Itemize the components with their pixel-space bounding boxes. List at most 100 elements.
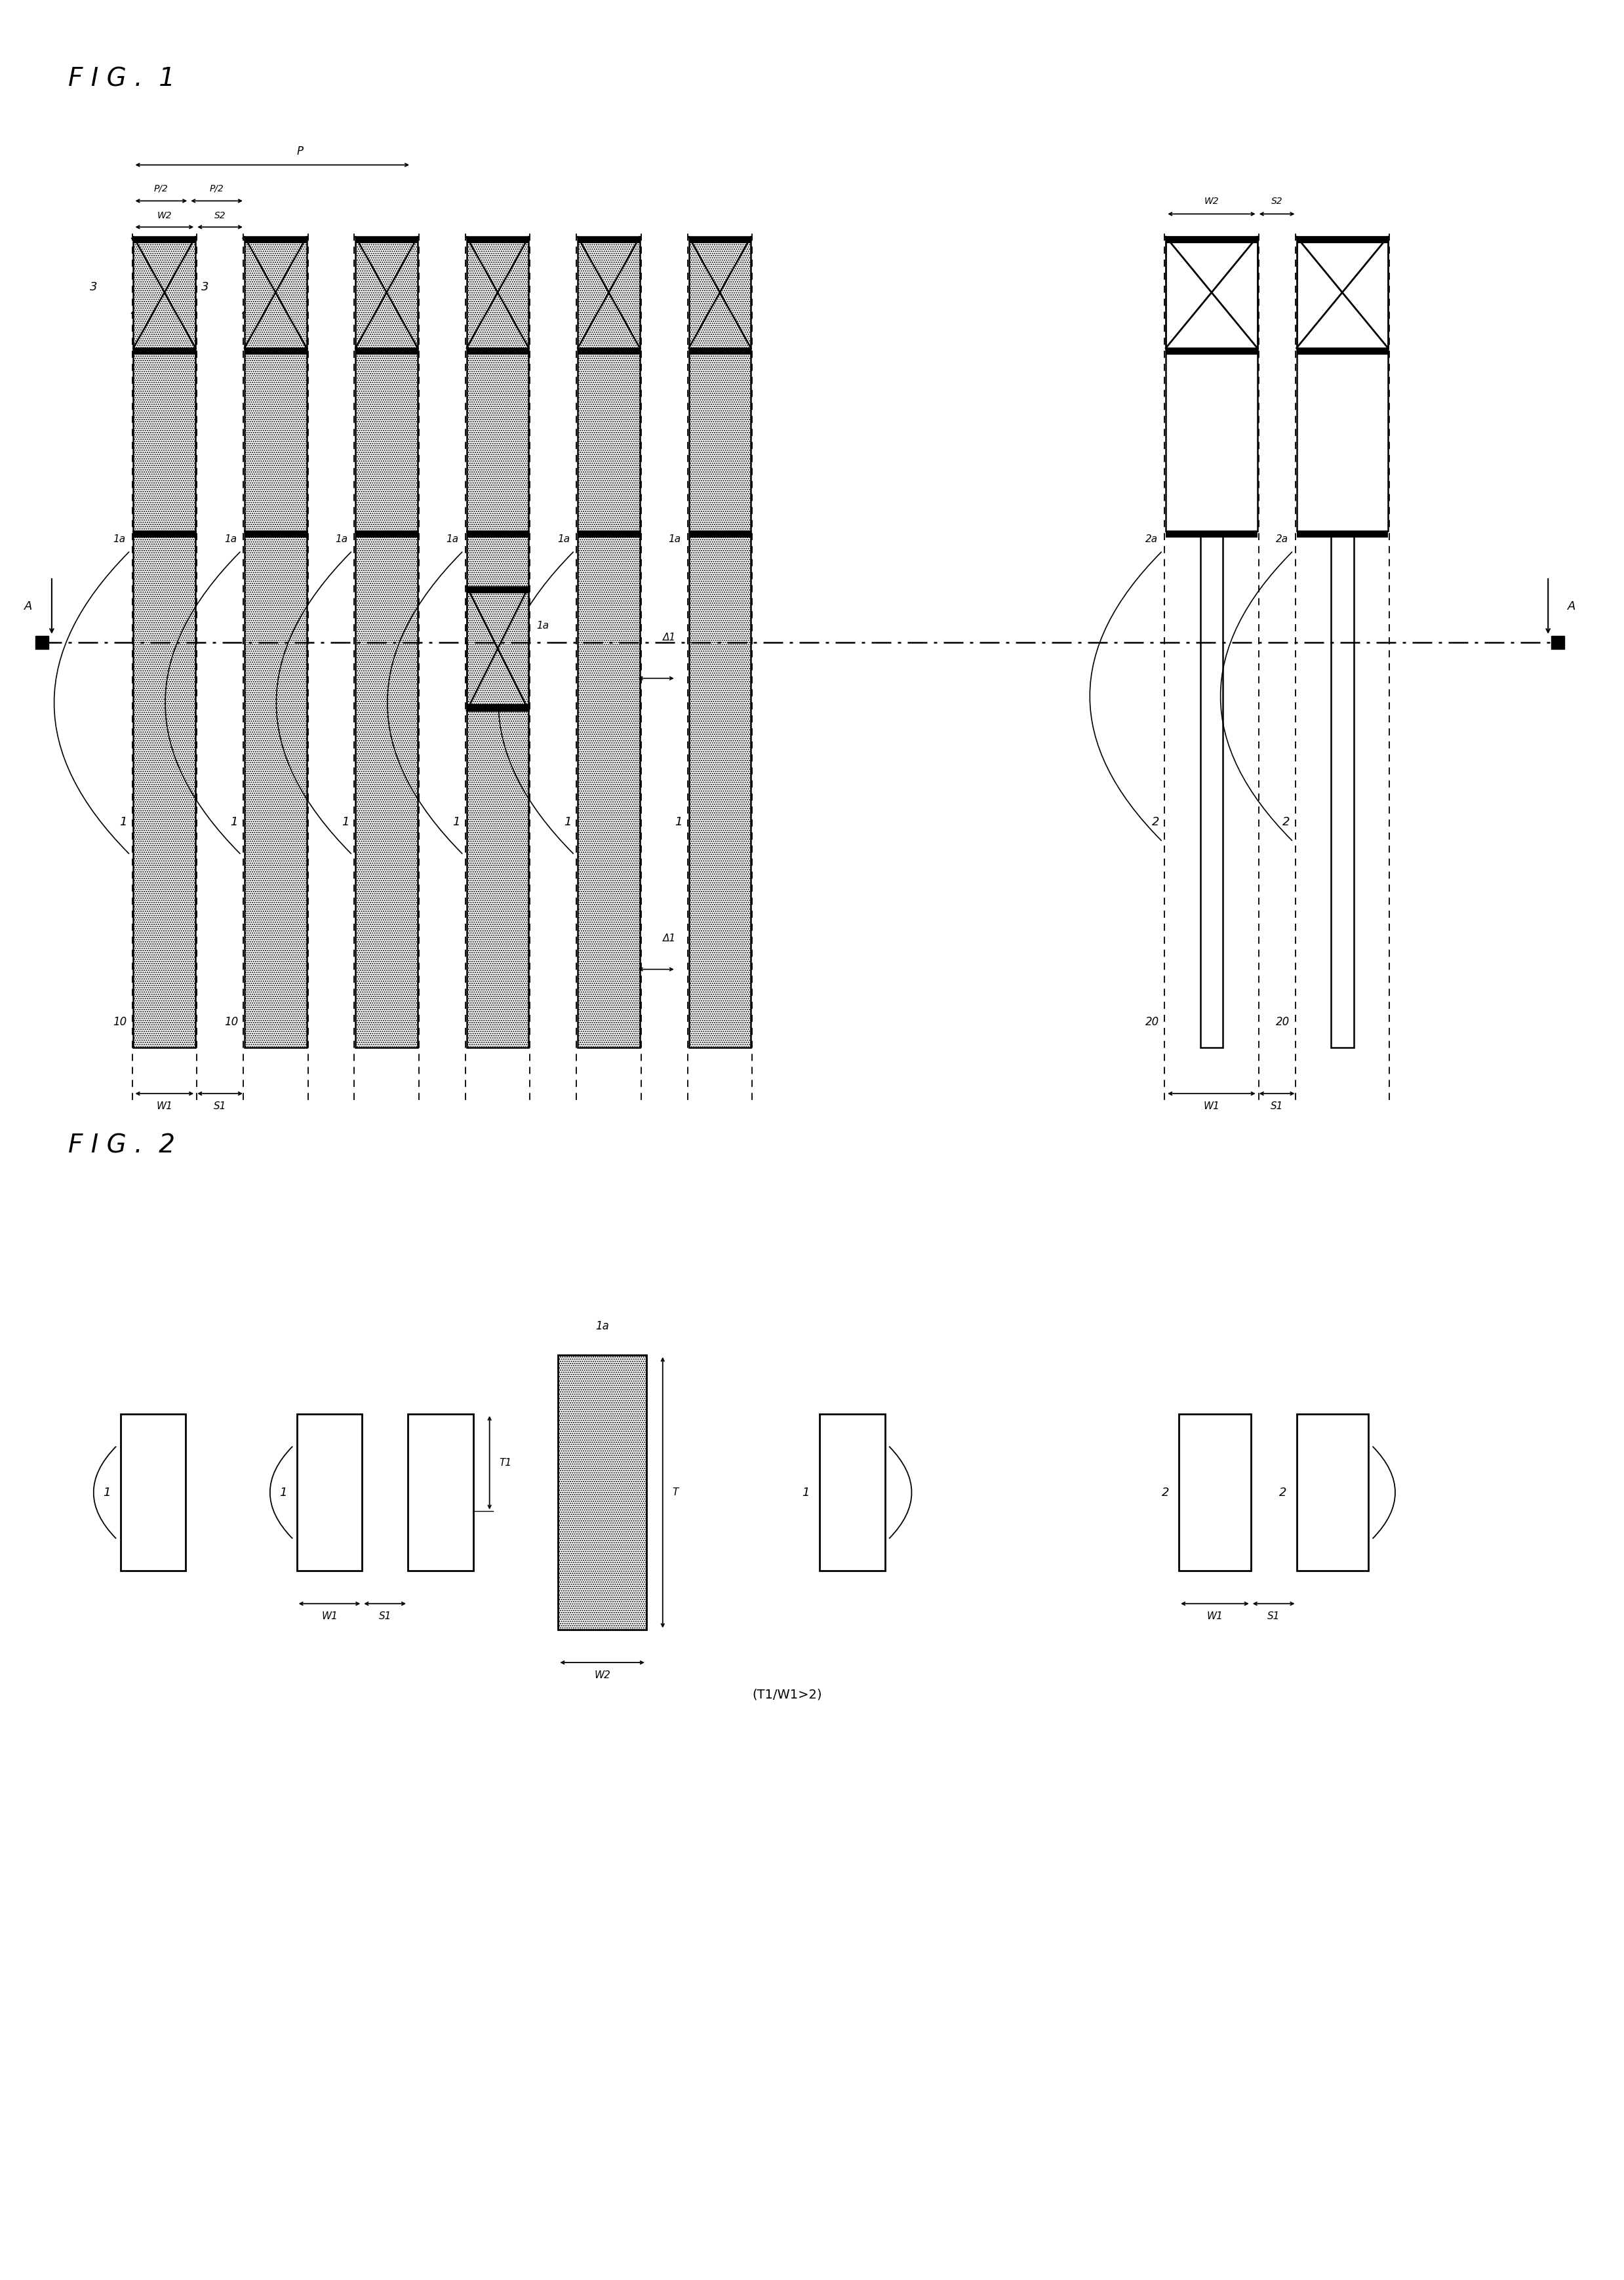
Bar [1296,349,1389,356]
Bar [559,1354,646,1630]
Bar [466,531,529,1049]
Bar [578,531,640,1049]
Bar [120,1414,185,1571]
Text: 1a: 1a [669,534,680,545]
Text: 1: 1 [231,816,239,828]
Bar [1296,1414,1369,1571]
Text: 1: 1 [802,1487,810,1498]
Text: F I G .  1: F I G . 1 [68,66,175,91]
Text: 2: 2 [1161,1487,1169,1498]
Text: 1: 1 [341,816,349,828]
Bar [466,349,529,531]
Text: S1: S1 [1267,1612,1280,1621]
Text: 2: 2 [1280,1487,1286,1498]
Text: P/2: P/2 [209,185,224,194]
Text: T: T [672,1487,679,1498]
Text: 10: 10 [224,1017,239,1028]
Text: P: P [297,146,304,157]
Bar [133,349,195,531]
Bar [356,349,417,356]
Text: 20: 20 [1145,1017,1160,1028]
Bar [1200,531,1223,1049]
Bar [689,349,750,531]
Bar [356,531,417,538]
Bar [1296,237,1389,349]
Bar [1166,349,1257,531]
Bar [1296,237,1389,244]
Text: 1a: 1a [224,534,237,545]
Bar [1296,349,1389,531]
Bar [689,531,750,1049]
Text: S2: S2 [214,212,226,221]
Bar [578,531,640,538]
Text: W1: W1 [156,1101,172,1110]
Text: 1: 1 [279,1487,287,1498]
Bar [36,636,49,650]
Text: 1a: 1a [536,620,549,632]
Text: 1: 1 [453,816,460,828]
Text: W2: W2 [594,1671,611,1680]
Text: 1: 1 [564,816,572,828]
Bar [133,349,195,356]
Text: S1: S1 [1270,1101,1283,1110]
Bar [578,349,640,356]
Bar [1166,349,1257,356]
Text: A: A [1567,600,1575,613]
Bar [297,1414,362,1571]
Bar [578,237,640,244]
Bar [245,349,307,531]
Bar [356,237,417,349]
Text: 10: 10 [114,1017,127,1028]
Bar [689,531,750,538]
Text: W2: W2 [1203,196,1220,205]
Text: S1: S1 [378,1612,391,1621]
Bar [578,349,640,531]
Text: 1a: 1a [335,534,348,545]
Bar [1179,1414,1250,1571]
Bar [1166,237,1257,244]
Bar [133,531,195,1049]
Text: Δ1: Δ1 [663,632,676,643]
Bar [356,531,417,1049]
Text: 3: 3 [201,280,208,292]
Bar [466,237,529,349]
Text: 1: 1 [102,1487,110,1498]
Bar [1330,531,1354,1049]
Text: 1: 1 [674,816,682,828]
Text: 3: 3 [89,280,97,292]
Bar [133,531,195,538]
Bar [466,237,529,244]
Bar [245,531,307,1049]
Text: 2: 2 [1151,816,1160,828]
Text: S2: S2 [1272,196,1283,205]
Bar [689,349,750,356]
Bar [689,237,750,244]
Text: 2a: 2a [1276,534,1289,545]
Text: A: A [24,600,32,613]
Bar [245,237,307,349]
Bar [466,586,529,593]
Bar [1296,531,1389,538]
Text: 20: 20 [1276,1017,1289,1028]
Bar [408,1414,473,1571]
Text: P/2: P/2 [154,185,169,194]
Text: W1: W1 [1207,1612,1223,1621]
Bar [1166,531,1257,538]
Text: W1: W1 [322,1612,338,1621]
Bar [1551,636,1564,650]
Text: 2: 2 [1283,816,1289,828]
Text: W1: W1 [1203,1101,1220,1110]
Text: Δ1: Δ1 [663,933,676,944]
Bar [466,586,529,711]
Text: W2: W2 [158,212,172,221]
Bar [578,237,640,349]
Text: T1: T1 [499,1457,512,1468]
Bar [466,531,529,538]
Text: S1: S1 [214,1101,226,1110]
Bar [356,349,417,531]
Bar [245,349,307,356]
Bar [466,349,529,356]
Text: 1: 1 [119,816,127,828]
Text: 1a: 1a [557,534,570,545]
Text: 1a: 1a [447,534,460,545]
